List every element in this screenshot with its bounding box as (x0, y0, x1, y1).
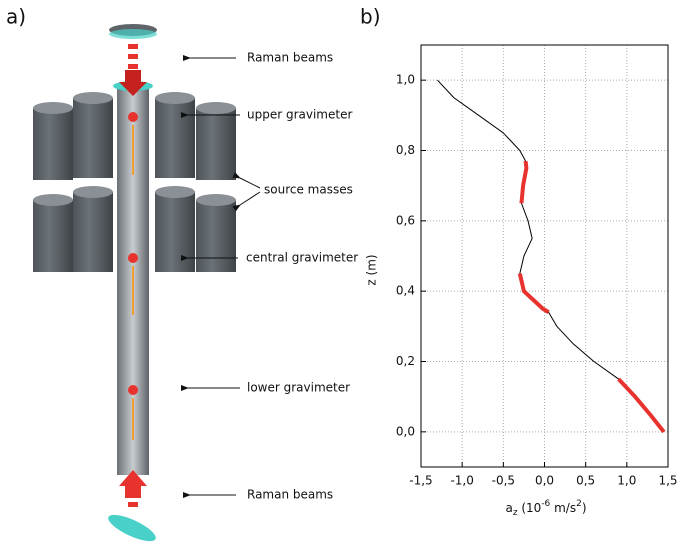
x-label-part: m/s (550, 501, 576, 515)
x-tick-label: -1,5 (409, 474, 432, 488)
annotation: lower gravimeter (247, 381, 350, 395)
y-tick-label: 0,0 (396, 424, 415, 438)
x-tick-label: 0,0 (535, 474, 554, 488)
x-label-part: 2 (576, 499, 582, 509)
x-axis-label: az (10-6 m/s2) (505, 499, 586, 518)
x-label-part: a (505, 501, 512, 515)
annotation: central gravimeter (246, 251, 358, 265)
x-tick-label: -1,0 (450, 474, 473, 488)
y-tick-label: 0,2 (396, 354, 415, 368)
data-line (437, 79, 665, 433)
y-tick-label: 1,0 (396, 73, 415, 87)
x-tick-label: 0,5 (576, 474, 595, 488)
x-tick-label: 1,5 (658, 474, 677, 488)
apparatus (33, 24, 261, 542)
panel-label: b) (360, 5, 381, 29)
x-label-part: z (513, 508, 518, 518)
panel-label: a) (6, 5, 26, 29)
x-label-part: (10 (518, 501, 542, 515)
annotation: upper gravimeter (247, 108, 352, 122)
annotation: Raman beams (247, 488, 333, 502)
x-tick-label: 1,0 (617, 474, 636, 488)
y-tick-label: 0,4 (396, 284, 415, 298)
annotation: source masses (264, 183, 353, 197)
data-line (519, 160, 529, 204)
annotation: Raman beams (247, 51, 333, 65)
x-label-part: ) (582, 501, 587, 515)
x-tick-label: -0,5 (492, 474, 515, 488)
plot-frame (420, 44, 669, 468)
y-axis-label: z (m) (365, 254, 379, 285)
y-tick-label: 0,8 (396, 143, 415, 157)
y-tick-label: 0,6 (396, 213, 415, 227)
data-line (617, 377, 666, 434)
x-label-part: -6 (541, 499, 550, 509)
data-line (517, 273, 550, 314)
